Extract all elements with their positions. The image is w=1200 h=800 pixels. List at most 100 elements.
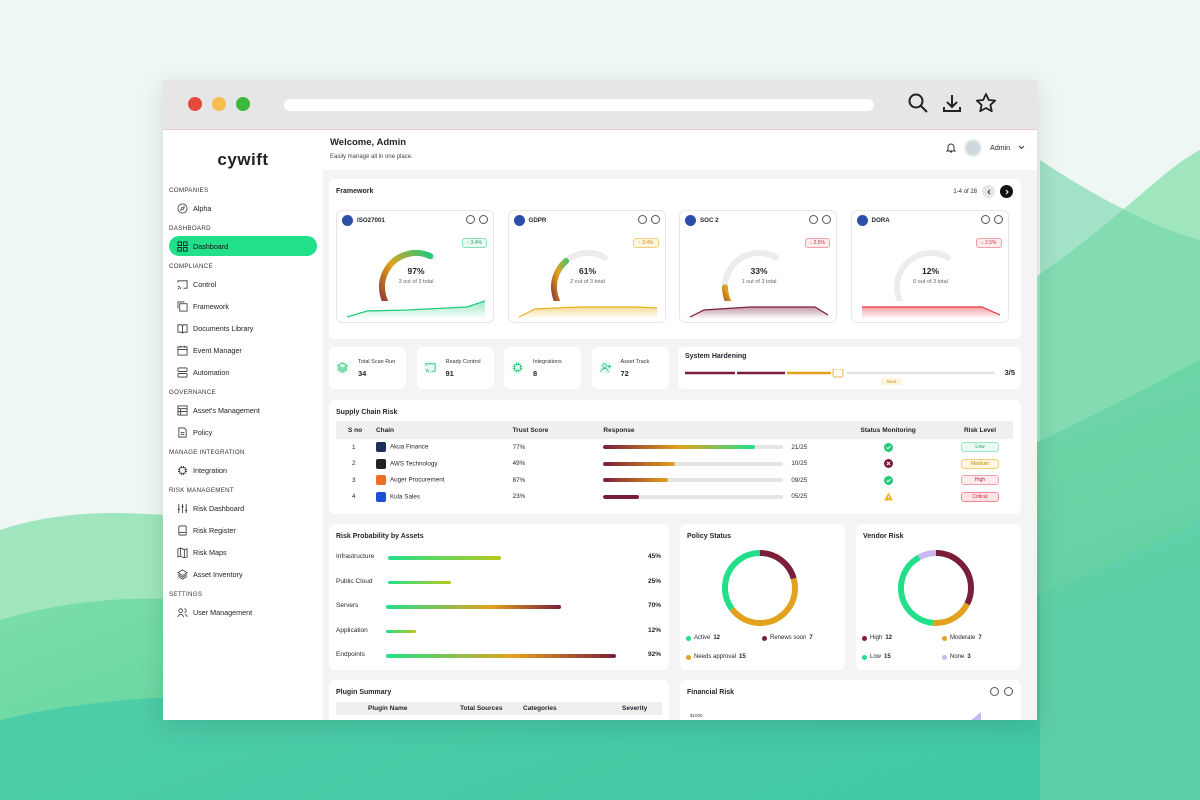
stat-card-integrations[interactable]: Integrations 8 [504,347,581,389]
framework-card: Framework 1-4 of 28 ISO27001 ↑ 3.4% 97% 3 o… [329,179,1021,339]
risk-level-badge: Low [961,442,1000,453]
sidebar-item-risk-register[interactable]: Risk Register [169,520,317,540]
legend-item: High 12 [862,635,892,641]
compliance-subtext: 2 out of 3 total [570,279,605,285]
info-icon[interactable] [822,215,831,224]
settings-icon[interactable] [990,687,999,696]
chain-name: Akua Finance [389,443,429,451]
prev-page-button[interactable] [982,185,995,198]
sidebar-item-documents-library[interactable]: Documents Library [169,318,317,338]
gauge-track [550,250,608,301]
bell-icon[interactable] [945,142,957,155]
compliance-subtext: 0 out of 3 total [913,279,948,285]
minimize-window-dot[interactable] [212,97,226,111]
sidebar-item-integration[interactable]: Integration [169,460,317,480]
user-name[interactable]: Admin [990,144,1010,152]
settings-icon[interactable] [980,215,990,224]
sidebar-item-label: Asset Inventory [193,569,243,579]
info-icon[interactable] [650,215,660,224]
sidebar-item-label: Automation [193,367,230,377]
compliance-percent: 97% [407,266,425,276]
chain-logo-icon [375,491,386,502]
stat-card-asset-track[interactable]: Asset Track 72 [591,347,669,389]
table-row[interactable]: 2 AWS Technology 49% 10/25 Medium [336,456,1013,473]
check-circle-icon [883,442,893,452]
legend-label: Active [694,635,711,641]
sidebar-item-control[interactable]: Control [169,274,317,294]
framework-card-soc-2[interactable]: SOC 2 ↓ 2.5% 33% 1 out of 3 total [679,210,837,323]
response-value: 09/25 [791,476,808,484]
info-icon[interactable] [1004,687,1013,696]
row-risk-level: Critical [943,489,1013,506]
maximize-window-dot[interactable] [236,97,250,111]
sidebar-item-risk-maps[interactable]: Risk Maps [169,542,317,562]
table-row[interactable]: 3 Auger Procurement 87% 09/25 High [336,472,1013,489]
search-icon[interactable] [907,92,929,114]
compliance-percent: 12% [921,266,939,276]
risk-row-application: Application 12% [336,625,661,637]
plugin-col-sources: Total Sources [460,705,503,712]
info-icon[interactable] [993,215,1003,224]
compliance-subtext: 1 out of 3 total [741,279,777,285]
row-sno: 3 [352,476,356,484]
sidebar-item-event-manager[interactable]: Event Manager [169,340,317,360]
next-page-button[interactable] [1000,185,1013,198]
risk-level-badge: Critical [961,491,1000,502]
sidebar-item-policy[interactable]: Policy [169,422,317,442]
sidebar-item-framework[interactable]: Framework [169,296,317,316]
settings-icon[interactable] [466,215,475,224]
sidebar-item-automation[interactable]: Automation [169,362,317,382]
star-icon[interactable] [975,92,997,114]
stat-card-total-scan-run[interactable]: Total Scan Run 34 [329,347,406,389]
user-plus-icon [598,361,612,374]
risk-probability-card: Risk Probability by Assets Infrastructur… [329,524,669,670]
avatar[interactable] [964,139,983,157]
supply-chain-card: Supply Chain Risk S no Chain Trust Score Re… [329,400,1021,514]
table-row[interactable]: 1 Akua Finance 77% 21/25 Low [336,439,1013,456]
chevron-down-icon[interactable] [1018,145,1025,152]
address-bar[interactable] [284,99,874,111]
hardening-title: System Hardening [685,353,747,360]
response-value: 21/25 [791,443,808,451]
policy-segment-active [722,550,798,626]
stat-card-ready-control[interactable]: Ready Control 91 [416,347,494,389]
sidebar-section-title: COMPLIANCE [169,263,213,270]
framework-card-dora[interactable]: DORA ↓ 2.5% 12% 0 out of 3 total [850,210,1009,323]
sidebar-item-asset-s-management[interactable]: Asset's Management [169,400,317,420]
table-header-cell: S no [336,421,372,439]
row-status [829,439,943,456]
close-window-dot[interactable] [188,97,202,111]
settings-icon[interactable] [809,215,818,224]
sidebar-item-alpha[interactable]: Alpha [169,198,317,218]
warning-icon [883,492,893,501]
legend-label: Needs approval [694,654,737,660]
page-header: Welcome, Admin Easily manage all in one … [323,130,1037,170]
hardening-next-badge[interactable]: Next [881,378,903,385]
gauge-fill [722,284,732,301]
stat-label: Integrations [533,359,562,365]
risk-asset-label: Endpoints [336,651,365,658]
app-logo[interactable]: cywift [217,150,269,169]
table-row[interactable]: 4 Kula Sales 23% 05/25 Critical [336,489,1013,506]
policy-segment-needs-approval [722,550,798,626]
download-icon[interactable] [941,92,963,114]
framework-card-gdpr[interactable]: GDPR ↑ 3.4% 61% 2 out of 3 total [507,210,666,323]
sidebar-item-dashboard[interactable]: Dashboard [169,236,317,256]
register-icon [177,525,193,536]
info-icon[interactable] [479,215,488,224]
response-bar-fill [603,478,669,483]
sidebar-section-title: RISK MANAGEMENT [169,487,235,494]
gauge-track [722,250,779,301]
framework-card-iso27001[interactable]: ISO27001 ↑ 3.4% 97% 3 out of 3 total [336,210,494,323]
sidebar-item-asset-inventory[interactable]: Asset Inventory [169,564,317,584]
sidebar-item-label: Event Manager [193,345,242,355]
legend-value: 7 [809,635,813,641]
stats-row: Total Scan Run 34 Ready Control 91 Integrati… [329,347,679,389]
risk-probability-bar [388,580,451,584]
settings-icon[interactable] [637,215,647,224]
row-chain: AWS Technology [372,456,509,473]
row-sno: 4 [352,493,356,501]
hardening-value: 3/5 [1004,368,1015,377]
sidebar-item-risk-dashboard[interactable]: Risk Dashboard [169,498,317,518]
sidebar-item-user-management[interactable]: User Management [169,602,317,622]
